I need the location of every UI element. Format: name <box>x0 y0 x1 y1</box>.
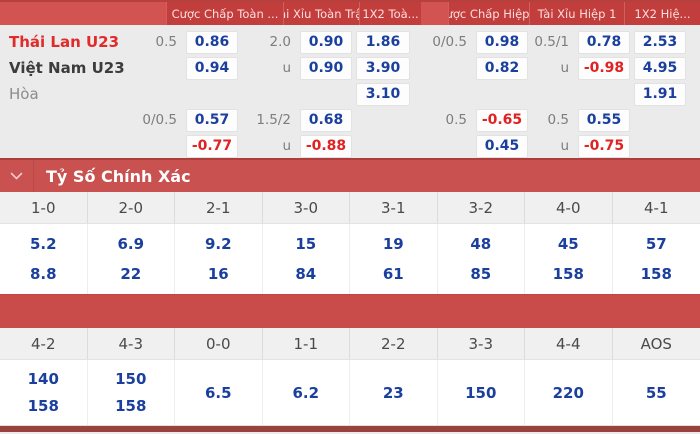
header-spacer <box>0 2 166 25</box>
odds-h1-1x2-home[interactable]: 2.53 <box>634 30 686 54</box>
score-label: 4-2 <box>0 328 88 359</box>
odds-h1-1x2-draw[interactable]: 1.91 <box>634 82 686 106</box>
odds-h1-hdp-away[interactable]: 0.82 <box>476 56 528 80</box>
hdp-line-label: 0.5 <box>155 34 177 50</box>
score-label: 1-0 <box>0 192 88 223</box>
h1-under-label: u <box>560 60 569 76</box>
ou-line-label: 2.0 <box>269 34 291 50</box>
odds-h1-under-alt[interactable]: -0.75 <box>578 134 630 158</box>
hdp-line-label: 0/0.5 <box>142 112 177 128</box>
score-label: 4-0 <box>525 192 613 223</box>
score-odds-cell[interactable]: 23 <box>350 360 438 425</box>
correct-score-grid-1: 1-0 2-0 2-1 3-0 3-1 3-2 4-0 4-1 5.2 8.8 6… <box>0 192 700 294</box>
odds-row-draw: Hòa 3.10 1.91 <box>0 81 700 107</box>
odds-h1-1x2-away[interactable]: 4.95 <box>634 56 686 80</box>
bottom-border-strip <box>0 426 700 432</box>
score-odds-cell[interactable]: 150 <box>438 360 525 425</box>
market-header-bar: Cược Chấp Toàn ... Tài Xỉu Toàn Trận 1X2… <box>0 0 700 25</box>
score-label: 3-2 <box>438 192 525 223</box>
score-odds-cell[interactable]: 150 158 <box>88 360 175 425</box>
score-odds-cell[interactable]: 5.2 8.8 <box>0 224 88 294</box>
odds-row-alt-line-1: 0/0.5 0.57 1.5/2 0.68 0.5 -0.65 0.5 0.55 <box>0 107 700 133</box>
odds-hdp-alt-away[interactable]: -0.77 <box>186 134 238 158</box>
odds-hdp-home[interactable]: 0.86 <box>186 30 238 54</box>
score-odds-row-2: 140 158 150 158 6.5 6.2 23 150 220 55 <box>0 360 700 426</box>
odds-row-home: Thái Lan U23 0.5 0.86 2.0 0.90 1.86 0/0.… <box>0 29 700 55</box>
header-ou-fulltime: Tài Xỉu Toàn Trận <box>283 2 359 25</box>
h1-hdp-line-label: 0/0.5 <box>432 34 467 50</box>
correct-score-section-bar[interactable]: Tỷ Số Chính Xác <box>0 158 700 192</box>
score-label: 1-1 <box>263 328 350 359</box>
score-odds-cell[interactable]: 140 158 <box>0 360 88 425</box>
team-name-home: Thái Lan U23 <box>9 33 120 51</box>
score-label: 4-3 <box>88 328 175 359</box>
odds-h1-over-alt[interactable]: 0.55 <box>578 108 630 132</box>
header-hdp-fulltime: Cược Chấp Toàn ... <box>166 2 283 25</box>
under-label: u <box>282 138 291 154</box>
odds-1x2-draw[interactable]: 3.10 <box>356 82 410 106</box>
header-hdp-half1: Cược Chấp Hiệp 1 <box>448 2 529 25</box>
section-title: Tỷ Số Chính Xác <box>46 166 191 186</box>
score-odds-cell[interactable]: 19 61 <box>350 224 438 294</box>
score-odds-cell[interactable]: 57 158 <box>640 235 672 283</box>
odds-h1-hdp-home[interactable]: 0.98 <box>476 30 528 54</box>
header-1x2-half1: 1X2 Hiệ... <box>624 2 700 25</box>
h1-ou-line-label: 0.5/1 <box>534 34 569 50</box>
score-odds-cell[interactable]: 9.2 16 <box>175 224 263 294</box>
score-odds-cell[interactable]: 6.5 <box>175 360 263 425</box>
odds-hdp-alt-home[interactable]: 0.57 <box>186 108 238 132</box>
under-label: u <box>282 60 291 76</box>
odds-h1-hdp-alt-home[interactable]: -0.65 <box>476 108 528 132</box>
score-label: 4-4 <box>525 328 613 359</box>
ou-line-label: 1.5/2 <box>256 112 291 128</box>
odds-under[interactable]: 0.90 <box>300 56 352 80</box>
odds-hdp-away[interactable]: 0.94 <box>186 56 238 80</box>
score-odds-cell[interactable]: 6.2 <box>263 360 350 425</box>
score-labels-row-2: 4-2 4-3 0-0 1-1 2-2 3-3 4-4 AOS <box>0 328 700 360</box>
odds-row-alt-line-2: -0.77 u -0.88 0.45 u -0.75 <box>0 133 700 159</box>
score-label: 2-2 <box>350 328 438 359</box>
odds-over-alt[interactable]: 0.68 <box>300 108 352 132</box>
score-odds-cell[interactable]: 15 84 <box>263 224 350 294</box>
draw-label: Hòa <box>9 85 39 103</box>
score-odds-row-1: 5.2 8.8 6.9 22 9.2 16 15 84 19 61 48 85 45 158 … <box>0 224 700 294</box>
score-label: 2-0 <box>88 192 175 223</box>
odds-under-alt[interactable]: -0.88 <box>300 134 352 158</box>
score-label: 3-3 <box>438 328 525 359</box>
score-odds-cell[interactable]: 45 158 <box>525 224 613 294</box>
odds-1x2-away[interactable]: 3.90 <box>356 56 410 80</box>
score-label: AOS <box>640 334 672 353</box>
score-label: 0-0 <box>175 328 263 359</box>
odds-h1-hdp-alt-away[interactable]: 0.45 <box>476 134 528 158</box>
score-odds-cell[interactable]: 6.9 22 <box>88 224 175 294</box>
odds-h1-over[interactable]: 0.78 <box>578 30 630 54</box>
score-label: 4-1 <box>644 198 669 217</box>
header-1x2-fulltime: 1X2 Toà... <box>359 2 421 25</box>
header-gap <box>421 2 448 25</box>
score-label: 2-1 <box>175 192 263 223</box>
chevron-down-icon <box>10 172 23 180</box>
team-name-away: Việt Nam U23 <box>9 59 125 77</box>
score-odds-cell[interactable]: 55 <box>645 383 667 402</box>
h1-under-label: u <box>560 138 569 154</box>
odds-over[interactable]: 0.90 <box>300 30 352 54</box>
header-ou-half1: Tài Xỉu Hiệp 1 <box>529 2 624 25</box>
score-odds-cell[interactable]: 220 <box>525 360 613 425</box>
odds-h1-under[interactable]: -0.98 <box>578 56 630 80</box>
correct-score-grid-2: 4-2 4-3 0-0 1-1 2-2 3-3 4-4 AOS 140 158 1… <box>0 328 700 426</box>
h1-ou-line-label: 0.5 <box>547 112 569 128</box>
match-odds-table: Thái Lan U23 0.5 0.86 2.0 0.90 1.86 0/0.… <box>0 25 700 158</box>
collapse-toggle[interactable] <box>0 160 34 192</box>
h1-hdp-line-label: 0.5 <box>445 112 467 128</box>
score-label: 3-0 <box>263 192 350 223</box>
odds-1x2-home[interactable]: 1.86 <box>356 30 410 54</box>
score-label: 3-1 <box>350 192 438 223</box>
score-labels-row-1: 1-0 2-0 2-1 3-0 3-1 3-2 4-0 4-1 <box>0 192 700 224</box>
odds-row-away: Việt Nam U23 0.94 u 0.90 3.90 0.82 u -0.… <box>0 55 700 81</box>
section-divider-band <box>0 294 700 328</box>
score-odds-cell[interactable]: 48 85 <box>438 224 525 294</box>
